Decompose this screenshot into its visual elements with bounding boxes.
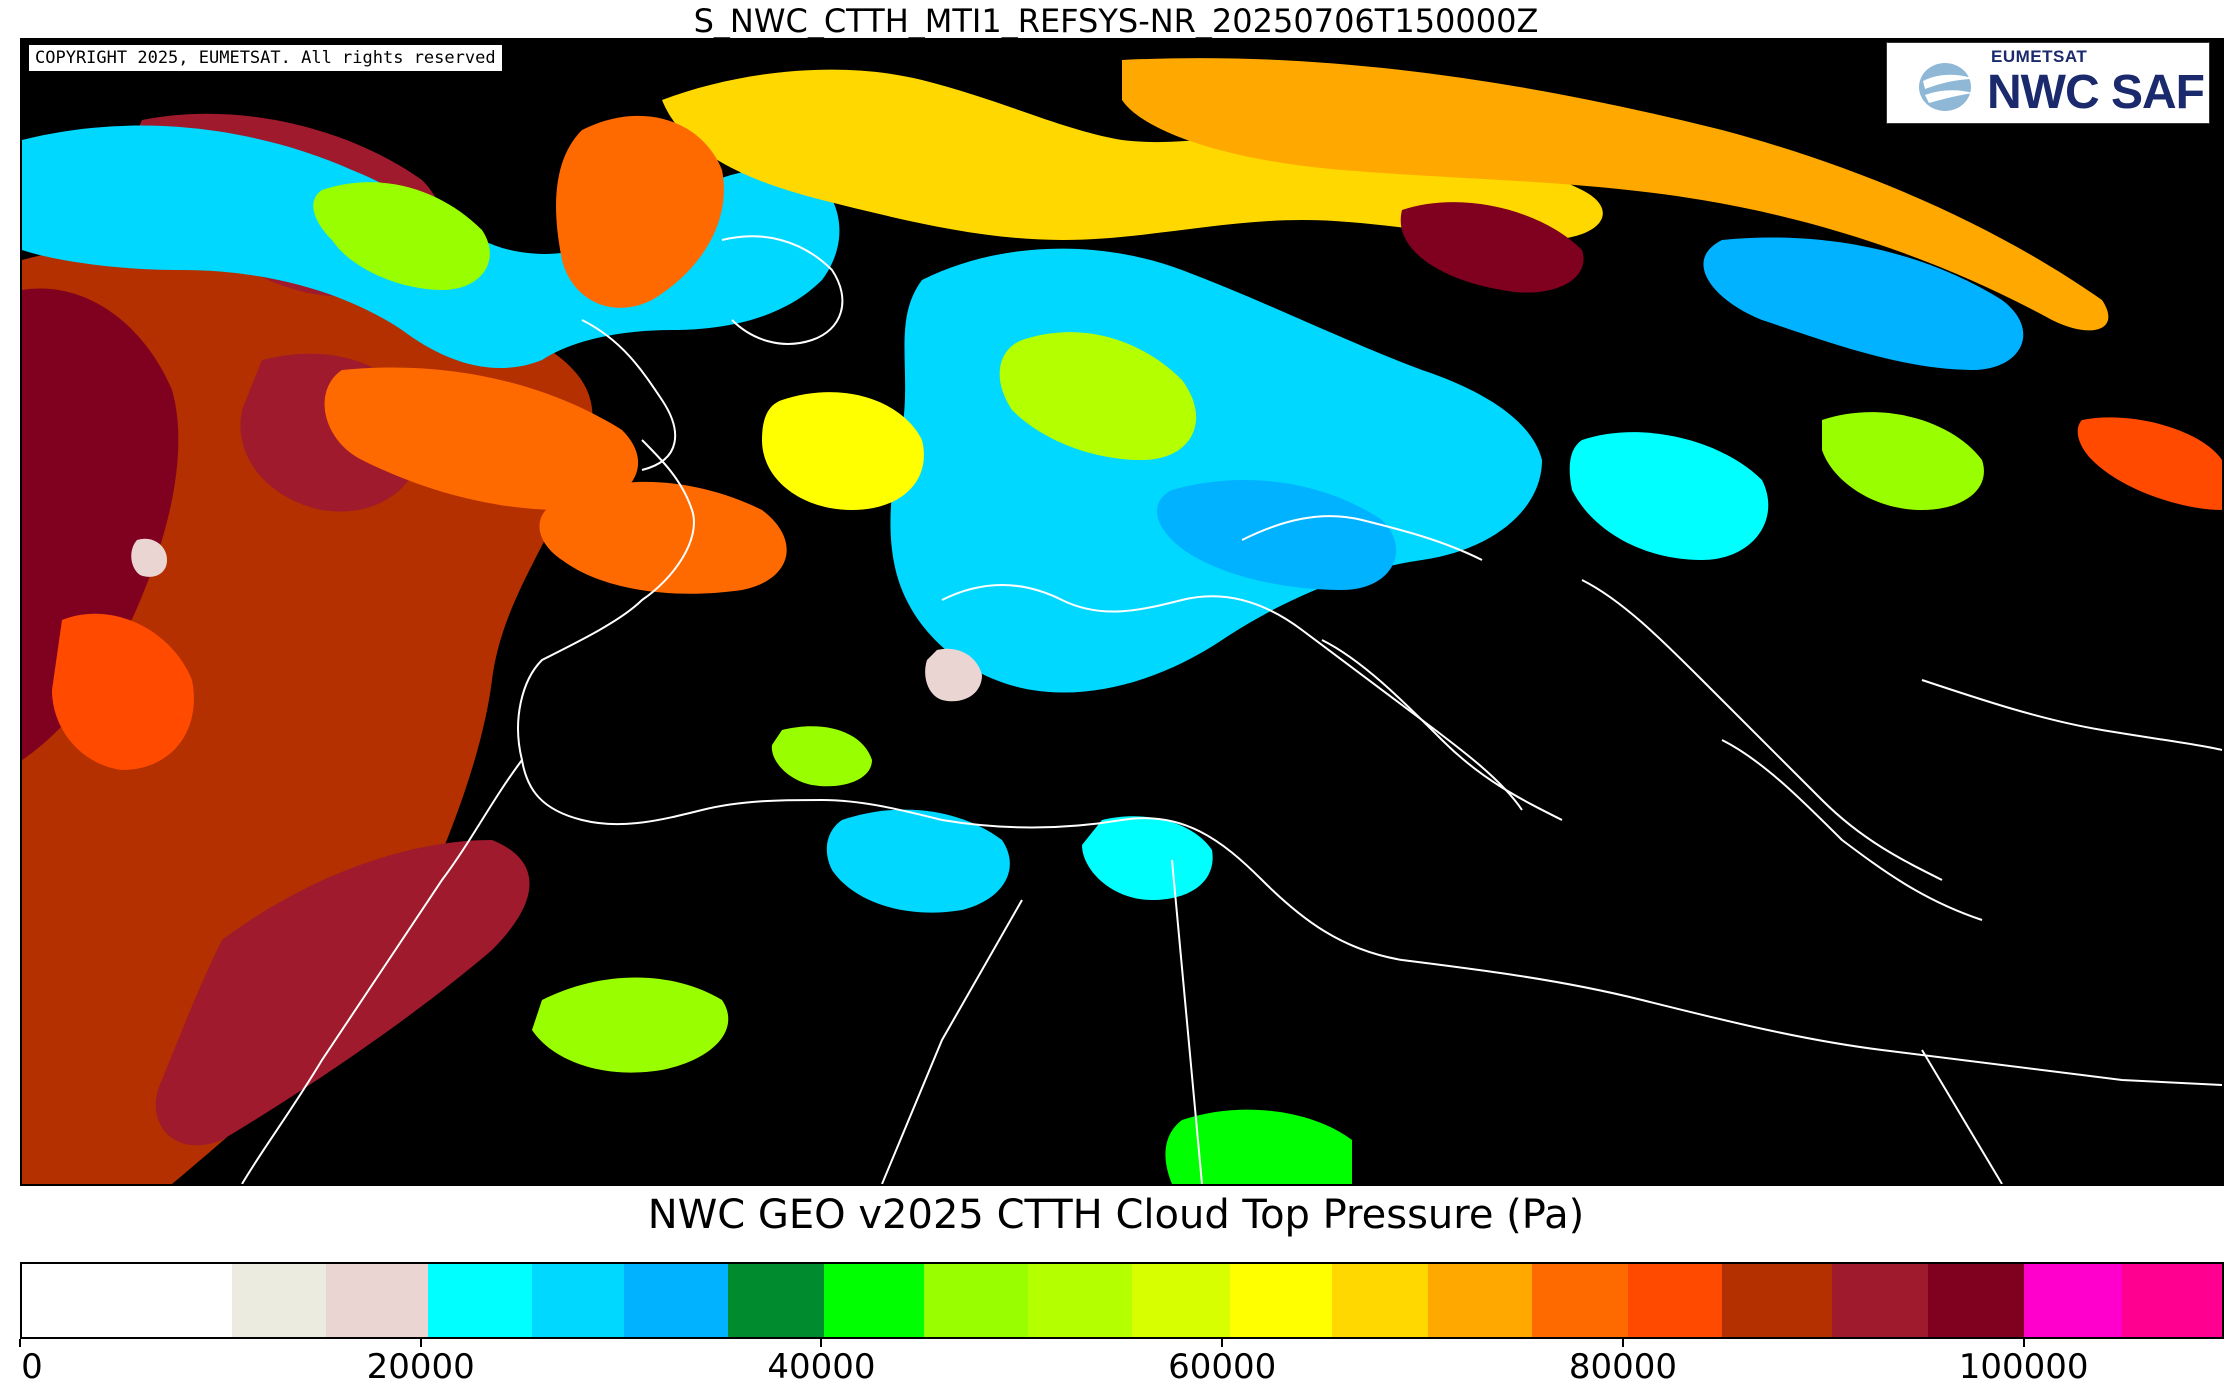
colorbar-segment: [1027, 1264, 1132, 1337]
cloud-top-pressure-map: [22, 40, 2222, 1184]
atlantic-very-low-cloud-south: [155, 840, 530, 1146]
colorbar-segment: [1331, 1264, 1428, 1337]
colorbar-segment: [22, 1264, 232, 1337]
central-europe-green: [999, 332, 1197, 460]
east-green-patch: [1822, 412, 1984, 510]
saharan-green: [1165, 1109, 1352, 1184]
coastlines: [241, 235, 2222, 1184]
eumetsat-globe-icon: [1919, 63, 1975, 111]
colorbar-segment: [2023, 1264, 2122, 1337]
nwcsaf-logo: EUMETSAT NWC SAF: [1886, 42, 2210, 124]
biscay-orange: [539, 481, 787, 594]
colorbar-segment: [1831, 1264, 1928, 1337]
colorbar-segment: [1427, 1264, 1532, 1337]
copyright-notice: COPYRIGHT 2025, EUMETSAT. All rights res…: [28, 44, 503, 72]
colorbar-segment: [2121, 1264, 2222, 1337]
spain-pink-cell: [925, 648, 982, 702]
colorbar-segment: [1531, 1264, 1628, 1337]
colorbar-segment: [623, 1264, 728, 1337]
east-orange-patch: [2077, 417, 2222, 510]
colorbar-segment: [923, 1264, 1028, 1337]
colorbar-segment: [727, 1264, 824, 1337]
north-green-band: [313, 182, 490, 290]
colorbar-tick: [1621, 1339, 1624, 1347]
colorbar-segment: [531, 1264, 624, 1337]
colorbar-tick-label: 60000: [1168, 1347, 1277, 1387]
central-europe-yellow: [762, 392, 924, 510]
biscay-white-cell: [131, 538, 167, 577]
morocco-green: [532, 977, 729, 1073]
colorbar: [20, 1262, 2224, 1339]
north-orange-band: [556, 115, 724, 308]
iberia-green: [771, 726, 872, 787]
atlantic-orange-band: [324, 367, 639, 510]
colorbar-tick: [19, 1339, 21, 1347]
north-yellow-band: [662, 69, 1603, 240]
colorbar-segment: [325, 1264, 428, 1337]
colorbar-segment: [1927, 1264, 2024, 1337]
logo-nwcsaf-text: NWC SAF: [1987, 66, 2205, 119]
colorbar-tick-label: 80000: [1568, 1347, 1677, 1387]
atlas-cyan: [826, 809, 1010, 913]
colorbar-segment: [1229, 1264, 1332, 1337]
satellite-map: COPYRIGHT 2025, EUMETSAT. All rights res…: [20, 38, 2224, 1186]
colorbar-title: NWC GEO v2025 CTTH Cloud Top Pressure (P…: [647, 1192, 1585, 1238]
colorbar-tick: [1221, 1339, 1224, 1347]
colorbar-segment: [427, 1264, 532, 1337]
colorbar-segment: [231, 1264, 326, 1337]
colorbar-segment: [1131, 1264, 1230, 1337]
colorbar-ticks: 0 20000 40000 60000 80000 100000: [19, 1339, 2224, 1391]
colorbar-tick: [419, 1339, 422, 1347]
atlantic-orange-patch-west: [52, 613, 194, 770]
tunisia-cyan: [1082, 816, 1213, 900]
colorbar-tick-label: 20000: [366, 1347, 475, 1387]
colorbar-tick-label: 40000: [767, 1347, 876, 1387]
colorbar-tick-label: 0: [21, 1347, 43, 1387]
alps-blue: [1157, 480, 1397, 590]
balkans-cyan: [1569, 432, 1769, 560]
colorbar-tick: [820, 1339, 823, 1347]
northeast-orange-arc: [1122, 58, 2109, 331]
colorbar-segment: [823, 1264, 924, 1337]
product-title: S_NWC_CTTH_MTI1_REFSYS-NR_20250706T15000…: [693, 2, 1539, 40]
logo-eumetsat-text: EUMETSAT: [1991, 47, 2088, 66]
colorbar-tick: [2022, 1339, 2025, 1347]
colorbar-segment: [1721, 1264, 1832, 1337]
northeast-cyan-patch: [1703, 237, 2024, 370]
northeast-dark-patch: [1400, 202, 1584, 293]
colorbar-tick-label: 100000: [1958, 1347, 2089, 1387]
colorbar-segment: [1627, 1264, 1722, 1337]
